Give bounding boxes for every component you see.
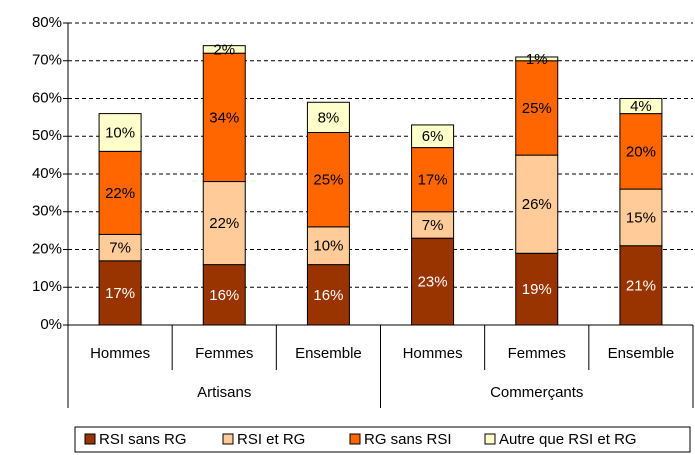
x-tick-label: Hommes [403,345,463,362]
bar-segment [411,147,455,213]
bar-segment [515,252,559,326]
legend-swatch [484,433,496,445]
data-label: 23% [418,274,448,291]
bar-segment [411,237,455,326]
y-tick-label: 30% [32,203,62,220]
x-tick-label: Femmes [195,345,253,362]
bar-segment [306,226,350,266]
bar-segment [411,124,455,149]
bar-segment [98,113,142,152]
legend-swatch [349,433,361,445]
y-tick-label: 50% [32,127,62,144]
data-label: 1% [526,51,548,68]
data-label: 16% [209,287,239,304]
bar-segment [619,245,663,326]
y-tick-label: 60% [32,89,62,106]
legend-swatch [84,433,96,445]
data-label: 26% [522,196,552,213]
bar-segment [306,131,350,228]
data-label: 15% [626,209,656,226]
bar-segment [619,98,663,115]
data-label: 10% [105,124,135,141]
y-tick-label: 10% [32,278,62,295]
bar-segment [619,188,663,247]
bar-segment [202,264,246,326]
legend-label: RSI et RG [237,431,305,448]
legend-label: RG sans RSI [364,431,452,448]
group-label: Artisans [197,384,251,401]
bar-segment [515,154,559,254]
y-tick-label: 20% [32,240,62,257]
y-tick-label: 40% [32,165,62,182]
bar-segment [202,45,246,54]
data-label: 22% [105,185,135,202]
data-label: 19% [522,281,552,298]
data-label: 34% [209,109,239,126]
x-tick-label: Ensemble [608,345,675,362]
bar-segment [515,56,559,62]
legend-box [74,426,691,453]
data-label: 7% [109,240,131,257]
data-label: 16% [313,287,343,304]
y-tick-label: 0% [40,316,62,333]
data-label: 6% [422,128,444,145]
y-tick-label: 70% [32,52,62,69]
legend-swatch [222,433,234,445]
data-label: 22% [209,215,239,232]
data-label: 2% [213,41,235,58]
data-label: 17% [418,172,448,189]
y-tick-label: 80% [32,14,62,31]
x-tick-label: Hommes [90,345,150,362]
data-label: 25% [522,100,552,117]
x-tick-label: Femmes [508,345,566,362]
bar-segment [202,52,246,183]
bar-segment [306,101,350,133]
data-label: 10% [313,238,343,255]
data-label: 21% [626,277,656,294]
x-tick-label: Ensemble [295,345,362,362]
bar-segment [619,113,663,190]
group-label: Commerçants [490,384,583,401]
bar-segment [515,60,559,156]
legend-label: Autre que RSI et RG [499,431,637,448]
data-label: 25% [313,172,343,189]
data-label: 4% [630,98,652,115]
data-label: 7% [422,217,444,234]
data-label: 20% [626,143,656,160]
data-label: 8% [318,109,340,126]
data-label: 17% [105,285,135,302]
legend-label: RSI sans RG [99,431,187,448]
bar-segment [202,181,246,266]
